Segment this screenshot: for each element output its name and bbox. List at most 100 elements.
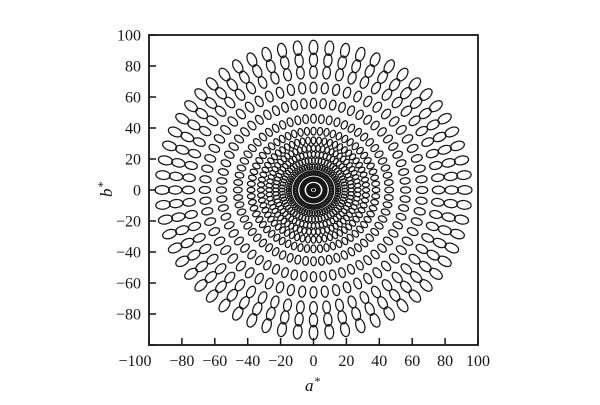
discrimination-ellipse [167, 242, 183, 254]
discrimination-ellipse [444, 242, 460, 254]
discrimination-ellipse [289, 175, 296, 182]
discrimination-ellipse [310, 227, 317, 236]
discrimination-ellipse [280, 101, 290, 113]
discrimination-ellipse [361, 181, 371, 188]
discrimination-ellipse [289, 165, 296, 172]
discrimination-ellipse [363, 255, 373, 266]
discrimination-ellipse [370, 198, 380, 206]
discrimination-ellipse [345, 149, 353, 157]
discrimination-ellipse [296, 168, 302, 175]
discrimination-ellipse [278, 134, 286, 144]
discrimination-ellipse [249, 168, 259, 176]
discrimination-ellipse [252, 64, 263, 79]
discrimination-ellipse [323, 127, 330, 137]
discrimination-ellipse [247, 249, 257, 260]
discrimination-ellipse [290, 129, 298, 139]
discrimination-ellipse [204, 217, 217, 226]
discrimination-ellipse [247, 227, 257, 236]
discrimination-ellipse [239, 215, 250, 223]
discrimination-ellipse [254, 114, 264, 125]
discrimination-ellipse [258, 220, 268, 229]
discrimination-ellipse [187, 221, 202, 232]
discrimination-ellipse [392, 150, 404, 159]
discrimination-ellipse [372, 267, 383, 279]
discrimination-ellipse [331, 165, 338, 172]
discrimination-ellipse [320, 285, 329, 298]
discrimination-ellipse [300, 270, 308, 282]
discrimination-ellipse [398, 168, 410, 176]
discrimination-ellipse [187, 148, 202, 159]
discrimination-ellipse [263, 109, 272, 121]
discrimination-ellipse [223, 150, 235, 159]
discrimination-ellipse [267, 157, 275, 165]
discrimination-ellipse [326, 233, 333, 242]
discrimination-ellipse [320, 208, 327, 215]
discrimination-ellipse [261, 46, 273, 62]
discrimination-ellipse [217, 168, 229, 176]
discrimination-ellipse [380, 164, 391, 172]
discrimination-ellipse [426, 249, 440, 261]
discrimination-ellipse [413, 207, 426, 216]
discrimination-ellipse [388, 142, 399, 151]
discrimination-ellipse [335, 239, 343, 249]
discrimination-ellipse [340, 120, 349, 130]
discrimination-ellipse [368, 204, 378, 212]
discrimination-ellipse [337, 201, 344, 208]
discrimination-ellipse [341, 190, 348, 196]
discrimination-ellipse [264, 243, 274, 253]
discrimination-ellipse [348, 153, 357, 161]
discrimination-ellipse [205, 77, 219, 91]
discrimination-ellipse [192, 137, 206, 148]
discrimination-ellipse [243, 221, 253, 230]
discrimination-ellipse [437, 144, 453, 155]
discrimination-ellipse [368, 168, 378, 176]
discrimination-ellipse [246, 312, 258, 328]
discrimination-ellipse [263, 211, 272, 219]
discrimination-ellipse [324, 40, 335, 56]
discrimination-ellipse [187, 249, 201, 261]
discrimination-ellipse [333, 167, 340, 174]
discrimination-ellipse [254, 255, 264, 266]
discrimination-ellipse [359, 220, 369, 229]
discrimination-ellipse [331, 175, 338, 182]
discrimination-ellipse [381, 88, 393, 101]
discrimination-ellipse [399, 195, 411, 203]
discrimination-ellipse [162, 228, 178, 240]
discrimination-ellipse [331, 231, 339, 240]
discrimination-ellipse [234, 279, 246, 292]
discrimination-ellipse [302, 255, 310, 266]
discrimination-ellipse [354, 46, 366, 62]
discrimination-ellipse [339, 196, 347, 202]
discrimination-ellipse [278, 120, 287, 130]
discrimination-ellipse [346, 138, 354, 147]
discrimination-ellipse [157, 214, 174, 225]
discrimination-ellipse [274, 149, 282, 157]
discrimination-ellipse [258, 151, 268, 160]
discrimination-ellipse [303, 244, 311, 254]
discrimination-ellipse [264, 127, 274, 137]
discrimination-ellipse [174, 144, 190, 155]
discrimination-ellipse [284, 131, 292, 141]
discrimination-ellipse [252, 138, 262, 147]
discrimination-ellipse [334, 298, 345, 312]
discrimination-ellipse [348, 219, 357, 227]
discrimination-ellipse [340, 146, 348, 154]
discrimination-ellipse [270, 153, 279, 161]
discrimination-ellipse [346, 105, 356, 117]
discrimination-ellipse [216, 195, 228, 203]
discrimination-ellipse [324, 324, 335, 340]
discrimination-ellipse [300, 208, 307, 215]
discrimination-ellipse [258, 238, 268, 248]
discrimination-ellipse [370, 144, 380, 153]
discrimination-ellipse [431, 185, 446, 195]
discrimination-ellipse [303, 209, 309, 216]
discrimination-ellipse [337, 101, 347, 113]
discrimination-ellipse [220, 212, 232, 221]
x-axis-letter: a [305, 376, 314, 395]
discrimination-ellipse [246, 52, 258, 68]
discrimination-ellipse [339, 321, 351, 338]
discrimination-ellipse [377, 215, 388, 223]
discrimination-ellipse [256, 181, 266, 188]
discrimination-ellipse [279, 55, 290, 70]
discrimination-ellipse [444, 126, 460, 138]
